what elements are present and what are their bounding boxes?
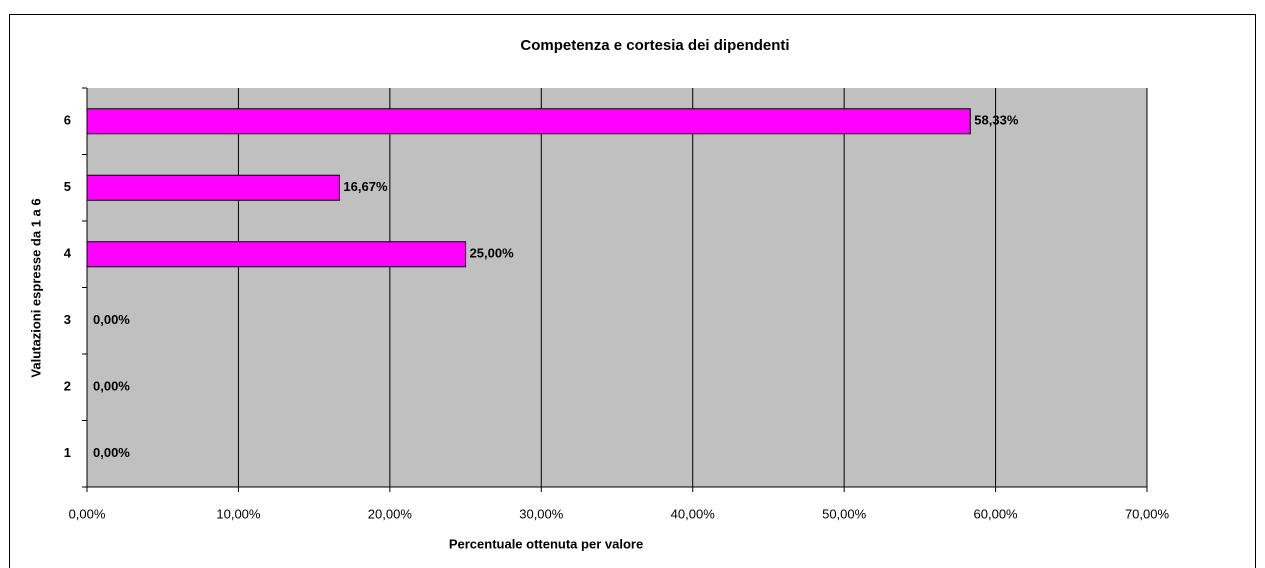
y-tick-label: 6 <box>64 113 71 128</box>
value-label: 58,33% <box>974 113 1019 128</box>
y-tick-label: 1 <box>64 445 71 460</box>
y-tick-label: 4 <box>64 246 72 261</box>
bar <box>86 174 340 201</box>
x-tick-label: 20,00% <box>368 506 413 521</box>
bar <box>86 241 467 268</box>
x-tick-label: 40,00% <box>671 506 716 521</box>
x-axis-title: Percentuale ottenuta per valore <box>449 536 643 551</box>
plot-area <box>87 88 1147 487</box>
x-tick-label: 30,00% <box>519 506 564 521</box>
y-tick-label: 5 <box>64 179 71 194</box>
y-tick-label: 3 <box>64 312 71 327</box>
chart-title: Competenza e cortesia dei dipendenti <box>520 37 789 54</box>
value-label: 25,00% <box>470 246 515 261</box>
x-tick-label: 70,00% <box>1125 506 1170 521</box>
value-label: 0,00% <box>93 445 130 460</box>
x-tick-label: 10,00% <box>216 506 261 521</box>
bar <box>86 108 971 135</box>
y-axis-title: Valutazioni espresse da 1 a 6 <box>28 198 43 377</box>
y-tick-label: 2 <box>64 379 71 394</box>
x-tick-label: 60,00% <box>974 506 1019 521</box>
x-tick-label: 50,00% <box>822 506 867 521</box>
value-label: 0,00% <box>93 379 130 394</box>
x-tick-label: 0,00% <box>69 506 106 521</box>
value-label: 16,67% <box>343 179 388 194</box>
value-label: 0,00% <box>93 312 130 327</box>
